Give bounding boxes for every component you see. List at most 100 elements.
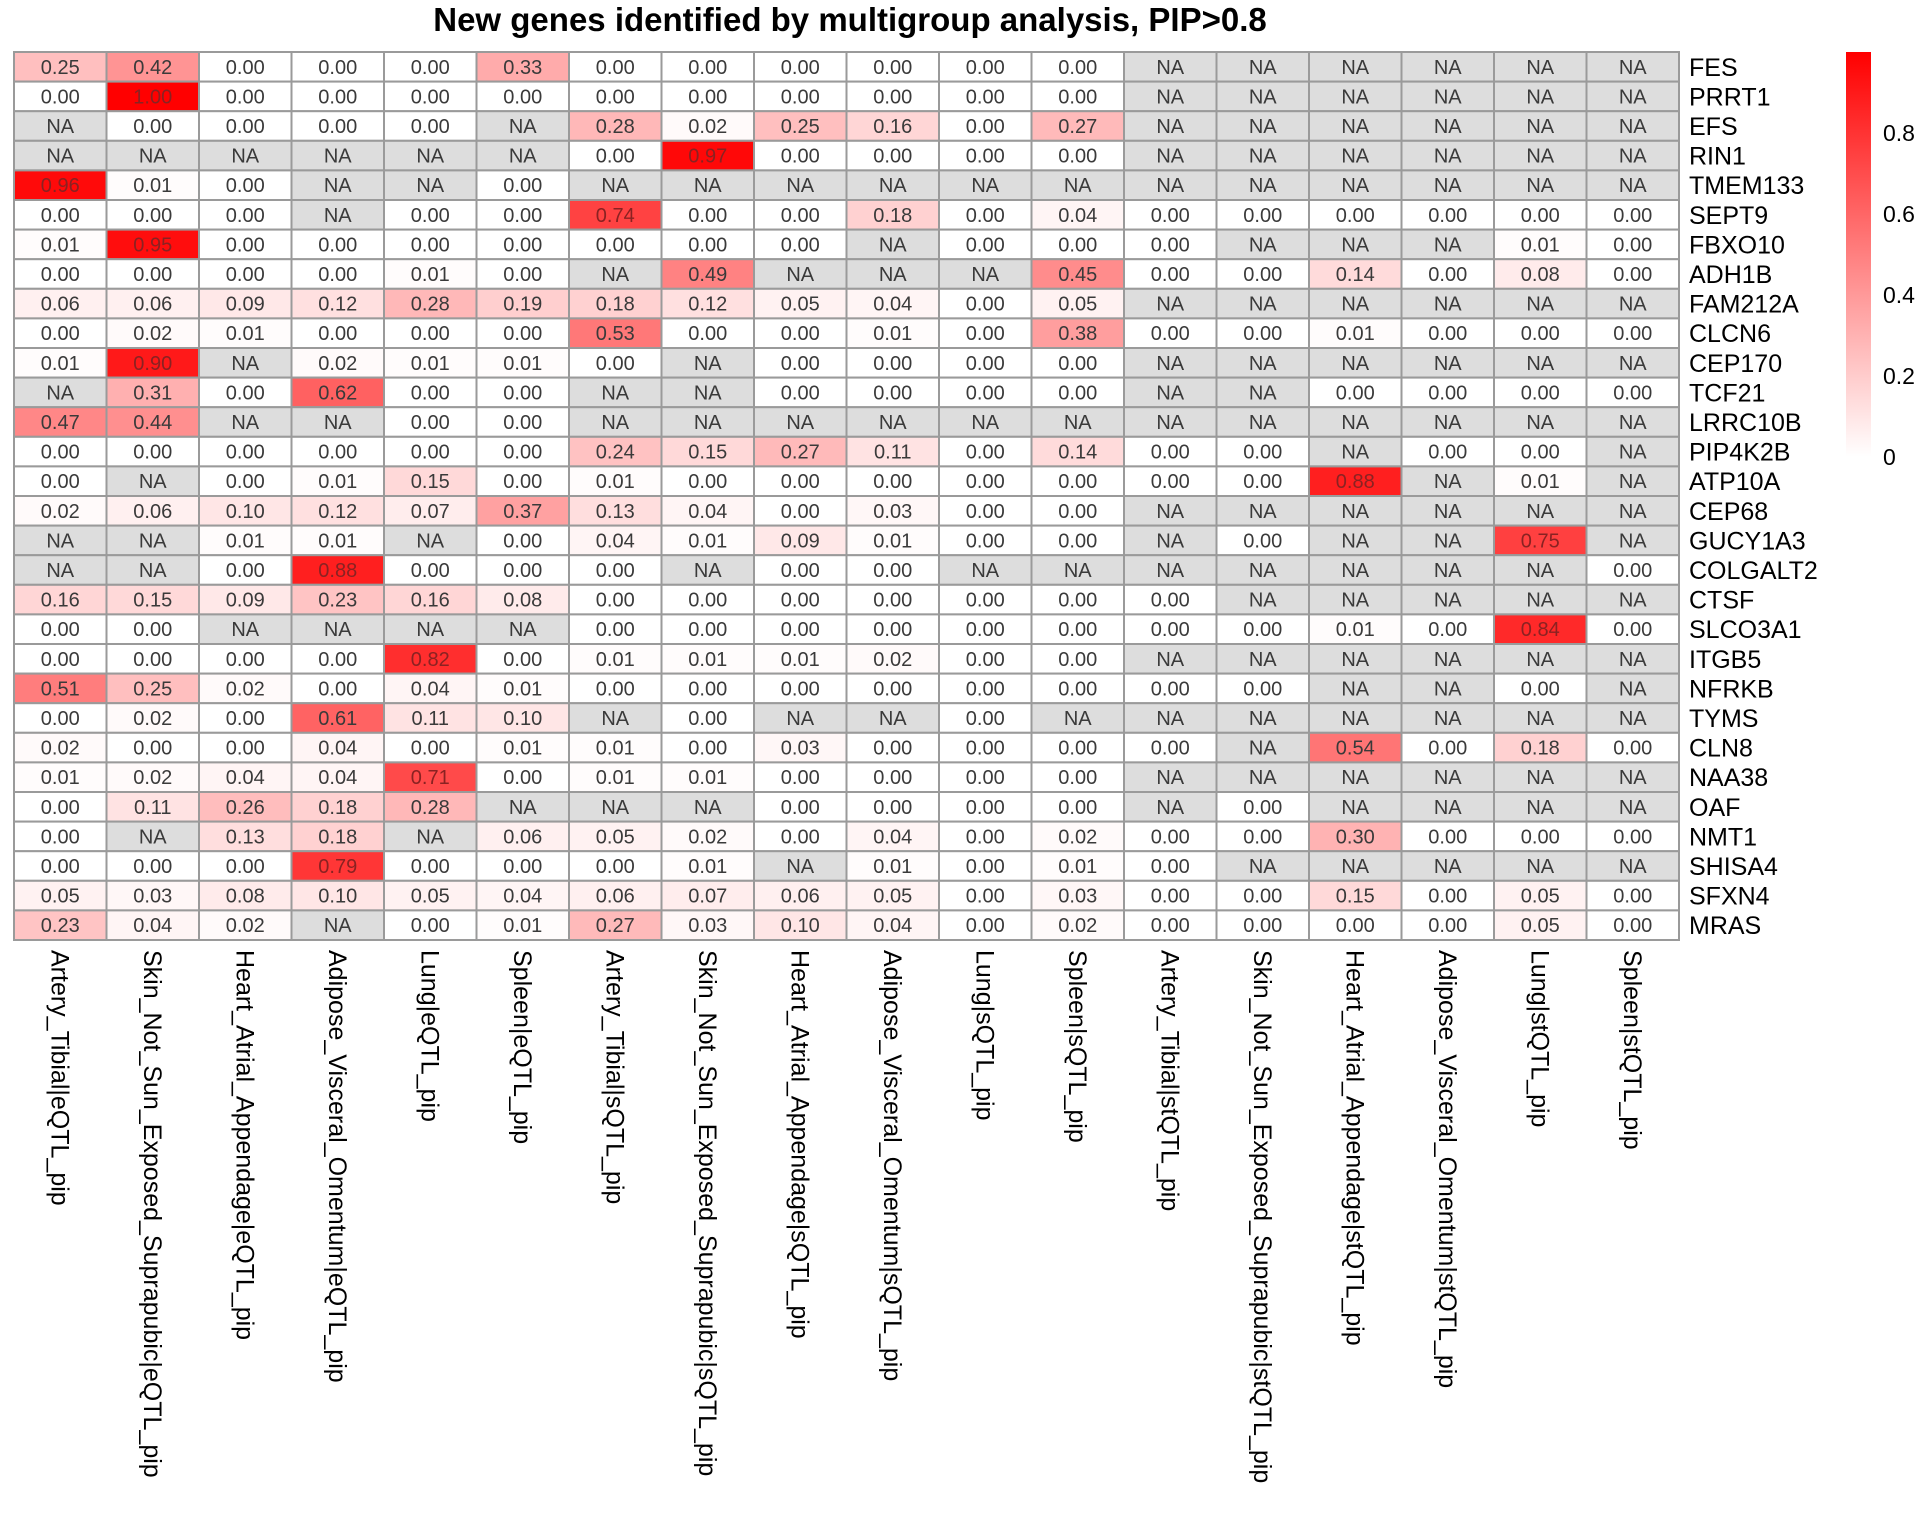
cell-value-label: 0.00: [596, 619, 635, 641]
cell-value-label: 0.49: [688, 264, 727, 286]
heatmap-cell: [1123, 376, 1218, 409]
cell-value-label: NA: [416, 530, 444, 552]
cell-value-label: 0.01: [318, 530, 357, 552]
cell-value-label: 0.00: [41, 708, 80, 730]
heatmap-cell: [1215, 199, 1310, 231]
heatmap-cell: [13, 199, 108, 231]
heatmap-cell: [475, 465, 570, 497]
cell-value-label: NA: [1156, 382, 1184, 404]
heatmap-cell: [1030, 613, 1125, 646]
column-label: Skin_Not_Sun_Exposed_Suprapubic|eQTL_pip: [138, 950, 166, 1478]
cell-value-label: 0.00: [966, 116, 1005, 138]
cell-value-label: 0.04: [688, 501, 727, 523]
cell-value-label: 0.00: [226, 382, 265, 404]
cell-value-label: 0.00: [1243, 323, 1282, 345]
cell-value-label: 0.00: [1243, 619, 1282, 641]
cell-value-label: 0.00: [1151, 856, 1190, 878]
heatmap-cell: [568, 613, 663, 646]
cell-value-label: 0.03: [688, 915, 727, 937]
cell-value-label: NA: [601, 175, 629, 197]
cell-value-label: 0.00: [873, 678, 912, 700]
heatmap-cell: [1585, 613, 1680, 646]
cell-value-label: NA: [1249, 590, 1277, 612]
heatmap-cell: [1030, 139, 1125, 172]
heatmap-cell: [1215, 791, 1310, 823]
cell-value-label: 0.00: [226, 708, 265, 730]
heatmap-cell: [475, 850, 570, 882]
cell-value-label: NA: [1434, 530, 1462, 552]
legend-tick-label: 0.6: [1883, 201, 1915, 227]
heatmap-cell: [568, 850, 663, 882]
cell-value-label: 0.00: [781, 382, 820, 404]
cell-value-label: 0.01: [688, 767, 727, 789]
heatmap-cell: [13, 347, 108, 379]
cell-value-label: 0.00: [133, 738, 172, 760]
heatmap-cell: [105, 169, 200, 201]
cell-value-label: 0.18: [1521, 738, 1560, 760]
cell-value-label: 0.02: [226, 915, 265, 937]
cell-value-label: NA: [1434, 471, 1462, 493]
heatmap-cell: [753, 583, 848, 616]
cell-value-label: 0.08: [226, 886, 265, 908]
heatmap-cell: [475, 199, 570, 231]
heatmap-cell: [1400, 258, 1495, 290]
heatmap-cell: [1030, 820, 1125, 853]
cell-value-label: 0.00: [781, 57, 820, 79]
heatmap-cell: [1585, 228, 1680, 261]
cell-value-label: 0.00: [966, 797, 1005, 819]
cell-value-label: 0.00: [503, 382, 542, 404]
cell-value-label: 0.84: [1521, 619, 1560, 641]
heatmap-cell: [290, 761, 385, 794]
cell-value-label: 0.00: [1151, 738, 1190, 760]
cell-value-label: NA: [1619, 146, 1647, 168]
heatmap-cell: [660, 554, 755, 586]
cell-value-label: 0.00: [873, 590, 912, 612]
heatmap-cell: [568, 347, 663, 379]
heatmap-cell: [845, 169, 940, 201]
cell-value-label: 0.00: [966, 590, 1005, 612]
heatmap-cell: [938, 583, 1033, 616]
cell-value-label: NA: [231, 146, 259, 168]
cell-value-label: 0.00: [966, 738, 1005, 760]
heatmap-cell: [13, 435, 108, 468]
column-label: Adipose_Visceral_Omentum|stQTL_pip: [1433, 950, 1461, 1388]
cell-value-label: 0.06: [503, 826, 542, 848]
heatmap-cell: [383, 702, 478, 734]
heatmap-cell: [845, 376, 940, 409]
cell-value-label: 0.00: [503, 323, 542, 345]
cell-value-label: NA: [1434, 175, 1462, 197]
heatmap-cell: [660, 879, 755, 912]
heatmap-cell: [845, 554, 940, 586]
heatmap-cell: [105, 495, 200, 527]
heatmap-cell: [753, 110, 848, 142]
heatmap-cell: [1215, 820, 1310, 853]
cell-value-label: 0.00: [688, 234, 727, 256]
cell-value-label: 0.00: [1243, 442, 1282, 464]
column-label: Heart_Atrial_Appendage|stQTL_pip: [1340, 950, 1368, 1346]
cell-value-label: 0.00: [1613, 234, 1652, 256]
heatmap-cell: [290, 465, 385, 497]
cell-value-label: 0.00: [1058, 86, 1097, 108]
heatmap-cell: [1493, 347, 1588, 379]
cell-value-label: 0.00: [873, 560, 912, 582]
cell-value-label: 0.00: [873, 146, 912, 168]
cell-value-label: 0.00: [1521, 678, 1560, 700]
cell-value-label: NA: [509, 619, 537, 641]
cell-value-label: 0.08: [503, 590, 542, 612]
cell-value-label: 0.00: [781, 501, 820, 523]
heatmap-cell: [938, 820, 1033, 853]
heatmap-cell: [1215, 317, 1310, 349]
row-label: MRAS: [1689, 912, 1761, 940]
cell-value-label: 0.00: [1613, 323, 1652, 345]
heatmap-cell: [105, 258, 200, 290]
cell-value-label: 0.00: [781, 353, 820, 375]
cell-value-label: 0.03: [781, 738, 820, 760]
heatmap-cell: [1308, 850, 1403, 882]
heatmap-cell: [13, 702, 108, 734]
cell-value-label: 0.00: [596, 353, 635, 375]
heatmap-cell: [105, 761, 200, 794]
cell-value-label: 0.00: [503, 412, 542, 434]
cell-value-label: 0.00: [318, 649, 357, 671]
cell-value-label: 0.01: [873, 323, 912, 345]
heatmap-cell: [1215, 672, 1310, 705]
